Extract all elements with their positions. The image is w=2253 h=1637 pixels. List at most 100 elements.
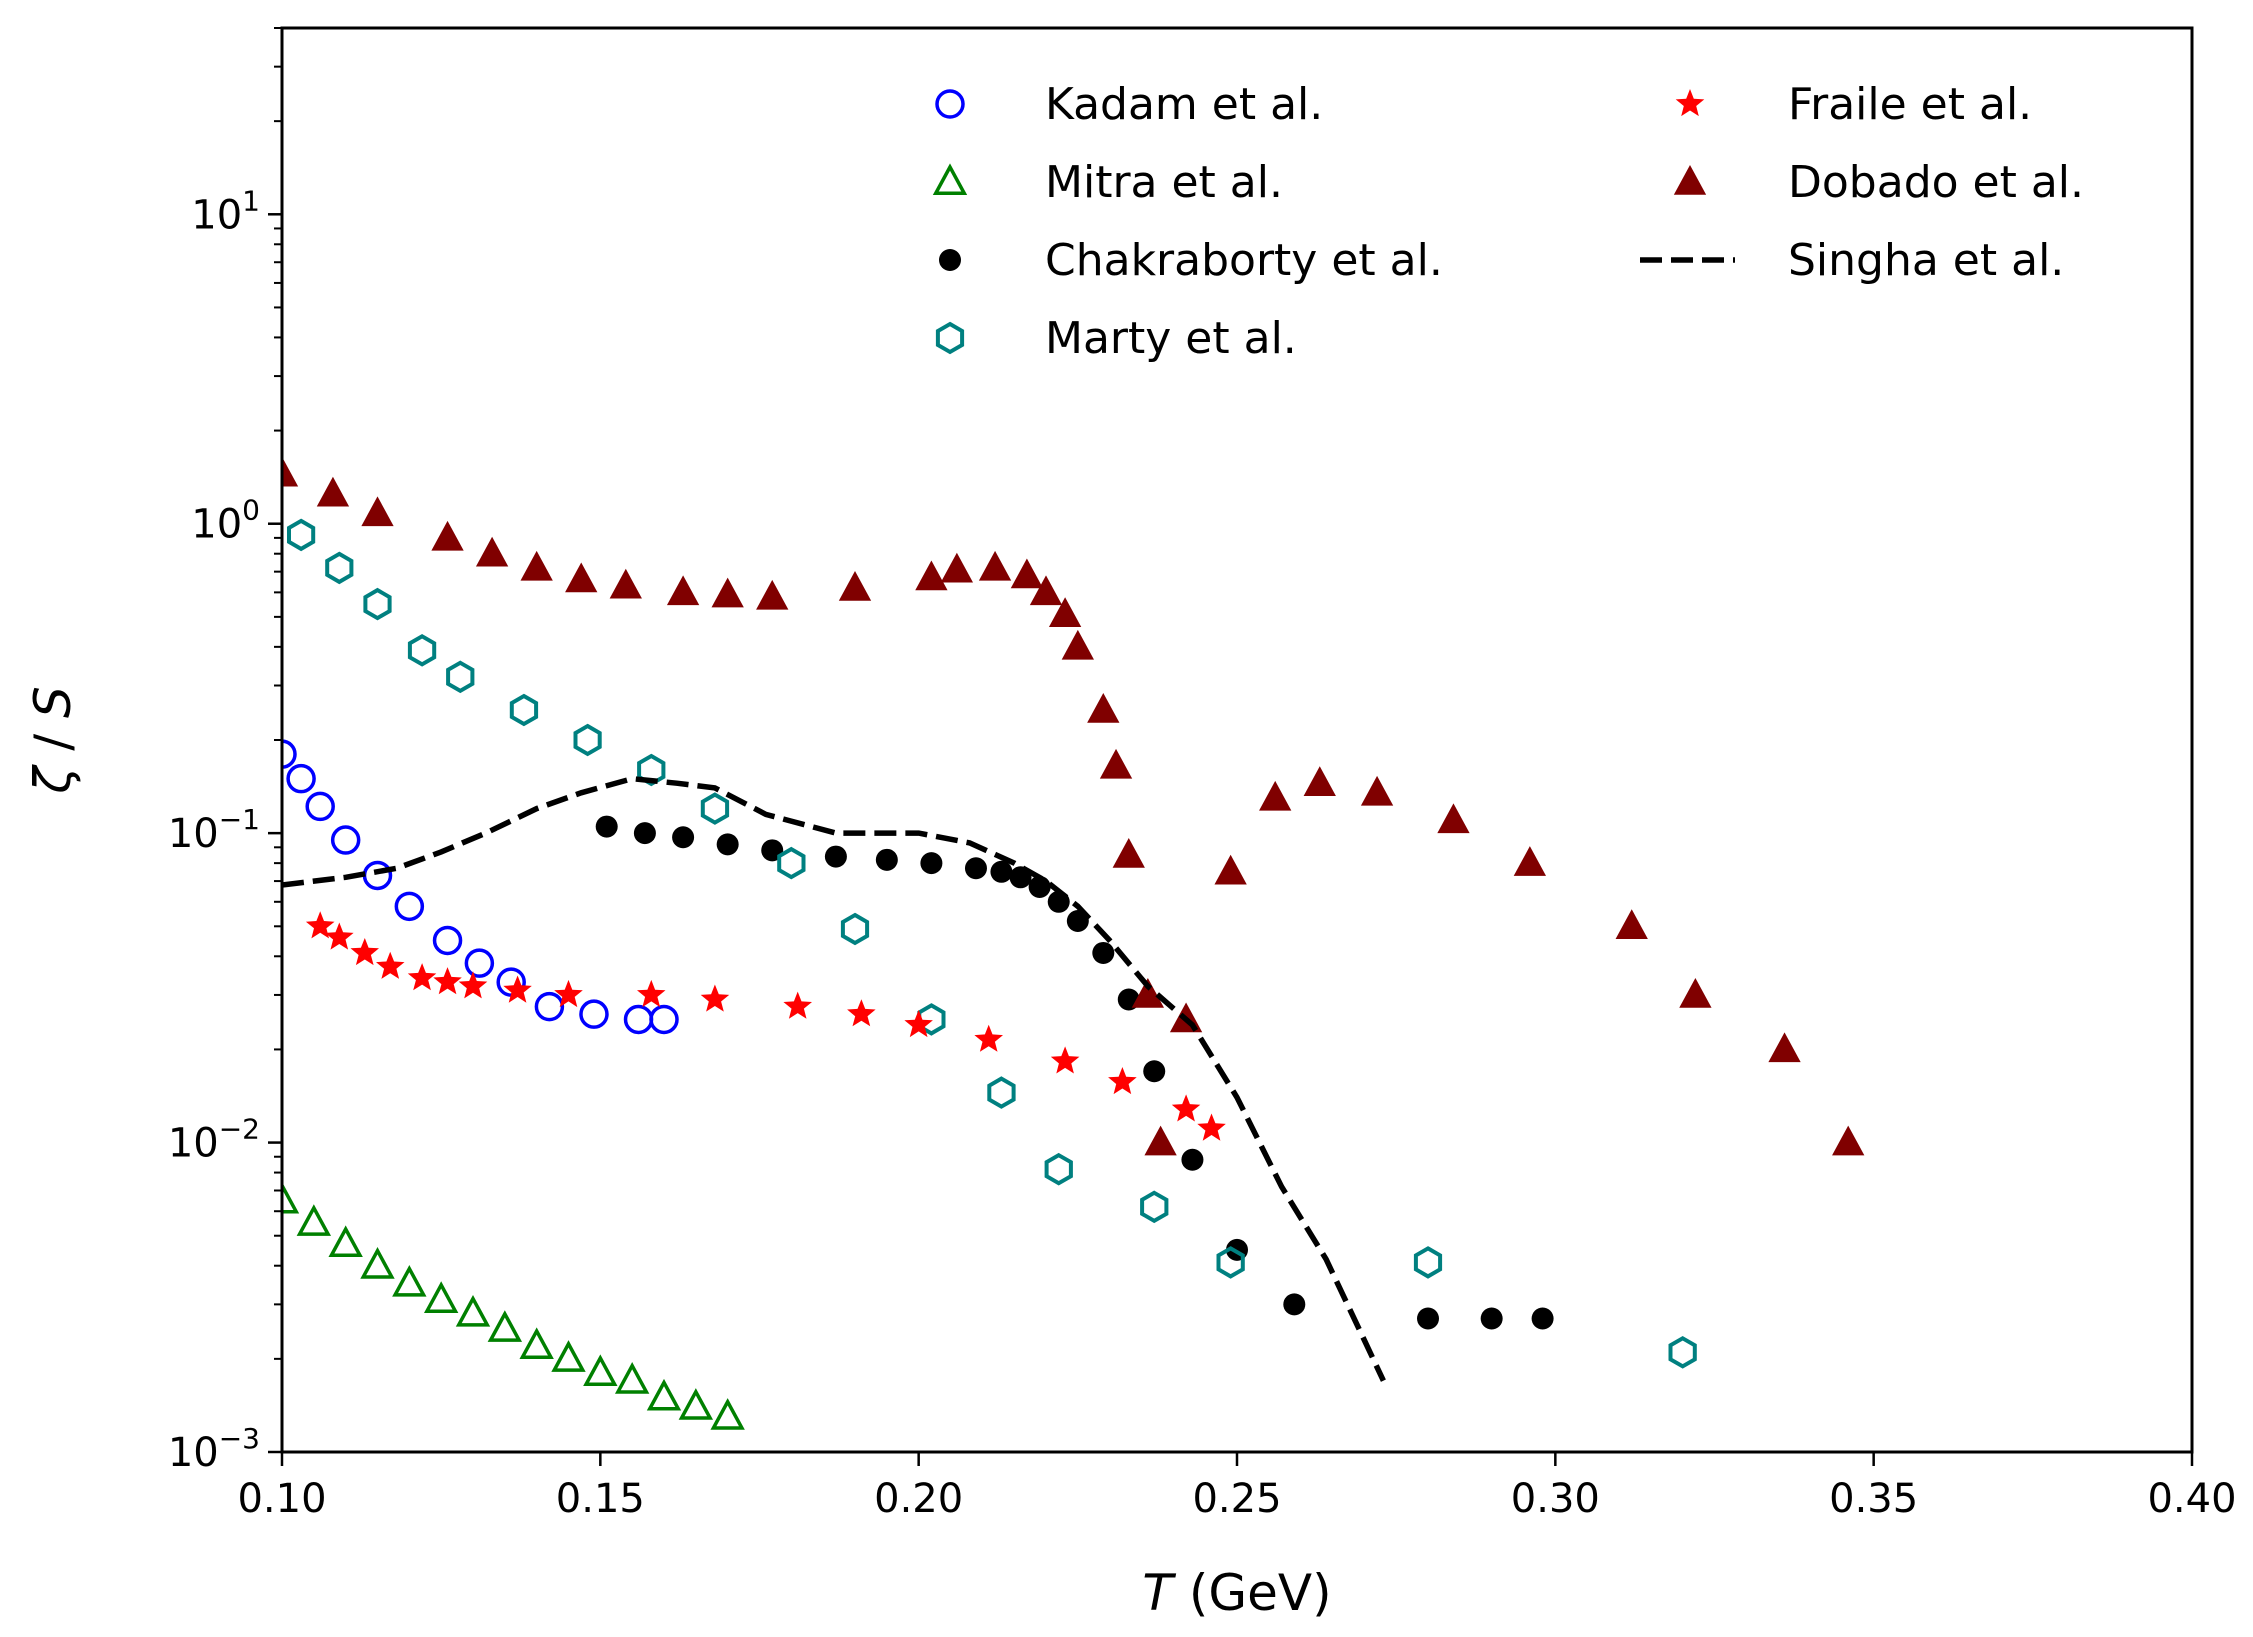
data-point-kadam-et-al: [394, 891, 425, 922]
data-point-fraile-et-al: [783, 991, 812, 1019]
x-tick-label: 0.30: [1511, 1476, 1600, 1522]
legend-marker-icon: [935, 89, 965, 119]
data-point-marty-et-al: [1216, 1246, 1245, 1279]
data-point-marty-et-al: [700, 792, 730, 825]
data-point-fraile-et-al: [376, 951, 405, 979]
data-point-marty-et-al: [363, 587, 392, 621]
data-point-kadam-et-al: [464, 948, 495, 978]
x-tick-label: 0.25: [1192, 1476, 1281, 1522]
legend-label: Fraile et al.: [1788, 79, 2032, 130]
legend-entry-fraile-et-al: Fraile et al.: [1675, 79, 2032, 130]
data-point-fraile-et-al: [904, 1009, 933, 1038]
data-point-mitra-et-al: [487, 1310, 523, 1342]
legend-label: Marty et al.: [1045, 313, 1297, 364]
data-point-marty-et-al: [1413, 1246, 1443, 1279]
data-point-dobado-et-al: [940, 552, 974, 583]
legend-entry-dobado-et-al: Dobado et al.: [1673, 157, 2084, 208]
data-point-chakraborty-et-al: [1417, 1307, 1439, 1330]
legend-entry-mitra-et-al: Mitra et al.: [932, 157, 1283, 208]
axes-layer: 0.10 0.15 0.20 0.25 0.30 0.35 0.4010−310−210−1…: [168, 27, 2237, 1522]
data-point-dobado-et-al: [361, 496, 394, 527]
data-point-fraile-et-al: [847, 999, 876, 1027]
x-tick-label: 0.40: [2147, 1476, 2236, 1522]
data-point-dobado-et-al: [520, 550, 553, 581]
data-point-mitra-et-al: [614, 1362, 650, 1394]
data-point-chakraborty-et-al: [672, 826, 695, 849]
data-point-chakraborty-et-al: [716, 833, 739, 856]
data-point-chakraborty-et-al: [1283, 1293, 1306, 1316]
legend-label: Singha et al.: [1788, 235, 2064, 286]
x-tick-label: 0.15: [556, 1476, 645, 1522]
data-point-marty-et-al: [840, 912, 870, 946]
data-point-marty-et-al: [509, 693, 539, 727]
legend: Kadam et al. Mitra et al. Chakraborty et a…: [932, 79, 2084, 364]
data-point-dobado-et-al: [666, 575, 700, 606]
data-point-chakraborty-et-al: [964, 857, 987, 880]
data-point-mitra-et-al: [710, 1398, 745, 1430]
data-point-mitra-et-al: [392, 1264, 427, 1297]
data-point-dobado-et-al: [1112, 837, 1145, 868]
data-point-chakraborty-et-al: [1181, 1148, 1204, 1171]
data-point-mitra-et-al: [519, 1327, 554, 1360]
data-point-dobado-et-al: [1048, 597, 1082, 627]
data-point-dobado-et-al: [915, 560, 948, 591]
data-layer: [282, 456, 1865, 1430]
legend-entry-kadam-et-al: Kadam et al.: [935, 79, 1323, 130]
data-point-dobado-et-al: [1087, 693, 1120, 723]
data-point-mitra-et-al: [360, 1247, 395, 1279]
legend-marker-icon: [939, 249, 961, 271]
x-axis-label: T (GeV): [1142, 1564, 1331, 1622]
data-point-mitra-et-al: [583, 1354, 618, 1387]
data-point-marty-et-al: [987, 1076, 1016, 1109]
data-point-dobado-et-al: [1099, 748, 1133, 779]
data-point-chakraborty-et-al: [633, 822, 656, 845]
legend-entry-chakraborty-et-al: Chakraborty et al.: [939, 235, 1443, 286]
data-point-fraile-et-al: [637, 979, 666, 1008]
data-point-kadam-et-al: [579, 999, 609, 1029]
data-point-chakraborty-et-al: [1531, 1307, 1554, 1330]
x-tick-label: 0.20: [874, 1476, 963, 1522]
data-point-fraile-et-al: [554, 979, 583, 1008]
series-fraile-et-al: [305, 911, 1226, 1141]
data-point-kadam-et-al: [534, 991, 565, 1022]
legend-entry-singha-et-al: Singha et al.: [1640, 235, 2064, 286]
legend-label: Chakraborty et al.: [1045, 235, 1443, 286]
data-point-fraile-et-al: [433, 967, 462, 995]
data-point-dobado-et-al: [475, 536, 509, 567]
data-point-fraile-et-al: [503, 975, 532, 1003]
data-point-chakraborty-et-al: [1092, 941, 1115, 964]
data-point-dobado-et-al: [1832, 1125, 1865, 1156]
data-point-marty-et-al: [325, 551, 354, 585]
data-point-dobado-et-al: [1303, 766, 1336, 796]
data-point-marty-et-al: [1044, 1152, 1073, 1186]
data-point-dobado-et-al: [1061, 629, 1094, 660]
data-point-dobado-et-al: [316, 476, 350, 507]
data-point-kadam-et-al: [649, 1004, 679, 1035]
data-point-dobado-et-al: [1513, 846, 1547, 876]
y-tick-label: 10−2: [168, 1113, 260, 1167]
data-point-marty-et-al: [637, 753, 666, 787]
data-point-fraile-et-al: [1108, 1067, 1137, 1095]
data-point-dobado-et-al: [1214, 854, 1247, 885]
data-point-fraile-et-al: [700, 984, 730, 1012]
data-point-dobado-et-al: [756, 579, 789, 610]
data-point-marty-et-al: [446, 660, 475, 694]
data-point-marty-et-al: [777, 846, 806, 880]
data-point-fraile-et-al: [1197, 1113, 1226, 1141]
data-point-kadam-et-al: [305, 791, 335, 822]
data-point-dobado-et-al: [1029, 575, 1063, 606]
data-point-dobado-et-al: [1679, 977, 1712, 1008]
data-point-dobado-et-al: [1360, 775, 1394, 806]
data-point-chakraborty-et-al: [1028, 875, 1051, 898]
legend-entry-marty-et-al: Marty et al.: [935, 313, 1297, 364]
series-dobado-et-al: [282, 456, 1865, 1156]
data-point-kadam-et-al: [286, 763, 316, 794]
data-point-dobado-et-al: [1144, 1125, 1177, 1156]
data-point-fraile-et-al: [1171, 1094, 1201, 1122]
data-point-fraile-et-al: [407, 963, 437, 991]
data-point-mitra-et-al: [551, 1340, 586, 1372]
data-point-chakraborty-et-al: [824, 845, 847, 868]
data-point-dobado-et-al: [978, 550, 1012, 581]
